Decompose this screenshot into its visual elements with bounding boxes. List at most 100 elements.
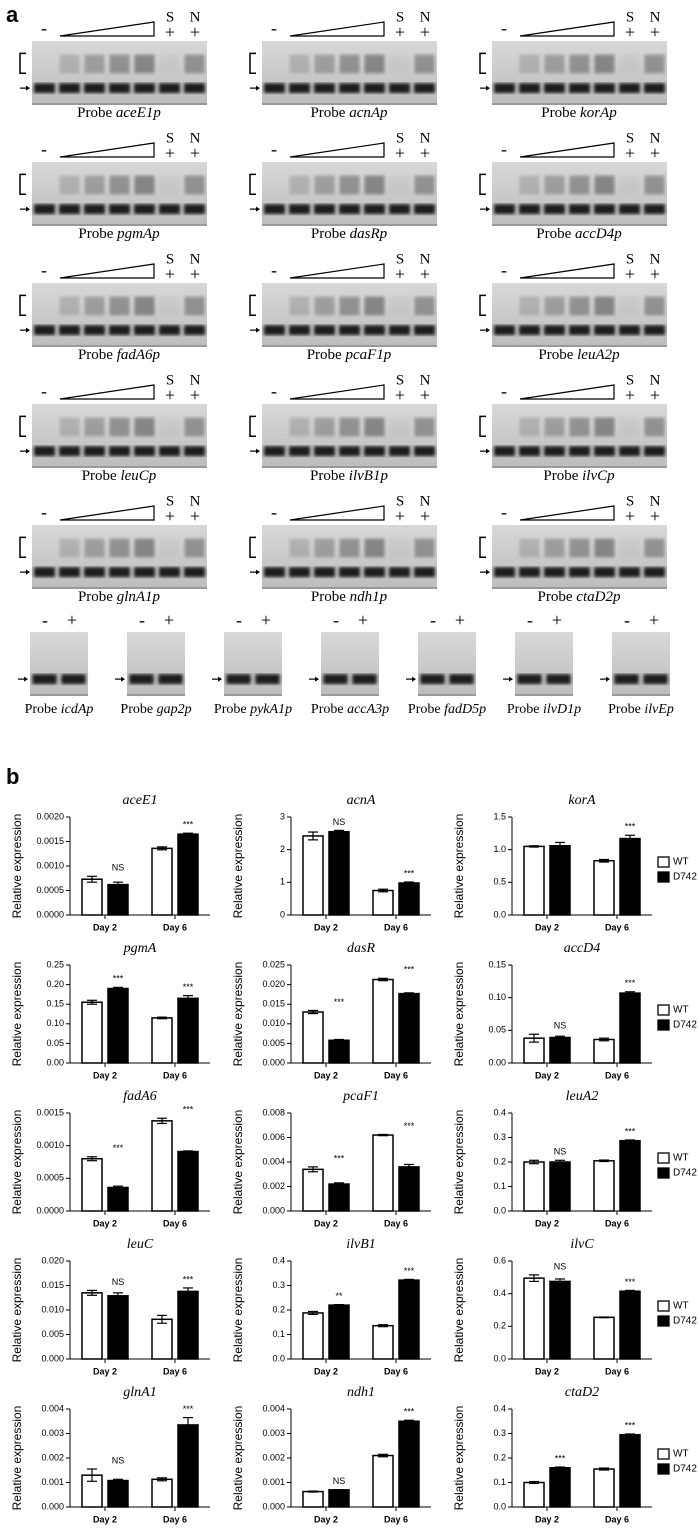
plus-sign: + — [395, 22, 405, 42]
probe-name: leuCp — [120, 468, 156, 484]
gel-band — [134, 83, 155, 94]
x-tick-label: Day 2 — [314, 1070, 338, 1080]
bar — [549, 1280, 571, 1360]
error-bar — [87, 1468, 97, 1482]
error-bar — [599, 1467, 609, 1471]
gel-band — [619, 446, 640, 457]
bar — [107, 1479, 129, 1508]
gel-shift-band — [184, 175, 205, 195]
error-bar — [157, 1477, 167, 1482]
gel-band — [519, 83, 540, 94]
shift-bracket — [479, 294, 486, 316]
y-tick-label: 0.3 — [272, 1280, 285, 1290]
arrow-head — [486, 85, 490, 91]
significance-label: *** — [183, 1105, 194, 1115]
gel-shift-band — [184, 417, 205, 437]
gel-band — [184, 83, 205, 94]
minus-sign: - — [501, 260, 507, 280]
probe-name: pgmAp — [116, 226, 160, 242]
minus-sign: - — [501, 381, 507, 401]
arrow-head — [26, 85, 30, 91]
probe-label: Probe pcaF1p — [307, 347, 392, 363]
significance-label: NS — [112, 863, 125, 873]
error-bar — [334, 1038, 344, 1042]
gel-band — [323, 674, 348, 685]
y-tick-label: 0.4 — [493, 1403, 506, 1413]
y-tick-label: 0.25 — [46, 959, 64, 969]
error-bar — [87, 1289, 97, 1296]
gel-shift-band — [389, 296, 410, 316]
gel-shift-band — [519, 54, 540, 74]
specific-label: S — [396, 130, 404, 146]
significance-label: *** — [625, 1420, 636, 1430]
y-tick-label: 0.0 — [493, 1501, 506, 1511]
gel-shift-band — [644, 417, 665, 437]
y-tick-label: 0.004 — [262, 1403, 285, 1413]
y-tick-label: 0.004 — [41, 1403, 64, 1413]
shift-bracket — [249, 173, 256, 195]
legend-swatch — [657, 1004, 670, 1016]
probe-word: Probe — [541, 105, 576, 121]
probe-label: Probe leuCp — [82, 468, 157, 484]
bar — [177, 1290, 199, 1360]
gel-band — [519, 204, 540, 215]
gel-shift-band — [339, 54, 360, 74]
gel-shift-band — [314, 296, 335, 316]
bar — [619, 837, 641, 916]
error-bar — [625, 1139, 635, 1143]
error-bar — [308, 1009, 318, 1015]
arrow-head — [509, 676, 513, 682]
specific-label: S — [396, 9, 404, 25]
plus-sign: + — [190, 385, 200, 405]
y-axis-label: Relative expression — [231, 1110, 245, 1215]
gel-shift-band — [364, 296, 385, 316]
significance-label: *** — [625, 1277, 636, 1287]
error-bar — [334, 829, 344, 834]
bar — [619, 1290, 641, 1360]
significance-label: *** — [404, 868, 415, 878]
gel-shift-band — [644, 175, 665, 195]
legend-swatch — [657, 871, 670, 883]
y-tick-label: 0.1 — [272, 1329, 285, 1339]
gel-shift-band — [364, 175, 385, 195]
gel-shift-band — [619, 417, 640, 437]
minus-sign: - — [271, 381, 277, 401]
gel-band — [314, 83, 335, 94]
plus-sign: + — [358, 610, 368, 630]
gel-band — [255, 674, 280, 685]
gel-band — [644, 204, 665, 215]
specific-label: S — [166, 9, 174, 25]
y-tick-label: 2 — [280, 844, 285, 854]
gel-band — [289, 446, 310, 457]
y-tick-label: 0.2 — [493, 1321, 506, 1331]
y-tick-label: 0.0 — [493, 909, 506, 919]
error-bar — [625, 1289, 635, 1293]
minus-sign: - — [624, 610, 630, 630]
plus-sign: + — [395, 264, 405, 284]
gel-shift-band — [134, 296, 155, 316]
gel-image — [418, 632, 476, 694]
shift-bracket — [249, 52, 256, 74]
plus-sign: + — [395, 143, 405, 163]
bar — [328, 1489, 350, 1508]
significance-label: *** — [404, 1266, 415, 1276]
gel-band — [644, 446, 665, 457]
bar — [523, 845, 545, 916]
gel-band — [389, 325, 410, 336]
bar — [302, 1011, 324, 1064]
y-tick-label: 0.15 — [488, 959, 506, 969]
gel-image — [612, 632, 670, 694]
gel-band — [34, 204, 55, 215]
gel-shift-band — [569, 417, 590, 437]
plus-sign: + — [165, 143, 175, 163]
gel-band — [314, 204, 335, 215]
y-axis-label: Relative expression — [452, 1406, 466, 1511]
gel-band — [109, 567, 130, 578]
gel-shift-band — [389, 417, 410, 437]
y-tick-label: 0.000 — [262, 1501, 285, 1511]
error-bar — [529, 1033, 539, 1043]
probe-label: Probe accD4p — [536, 226, 622, 242]
bar — [593, 1038, 615, 1064]
minus-sign: - — [501, 18, 507, 38]
significance-label: *** — [555, 1453, 566, 1463]
